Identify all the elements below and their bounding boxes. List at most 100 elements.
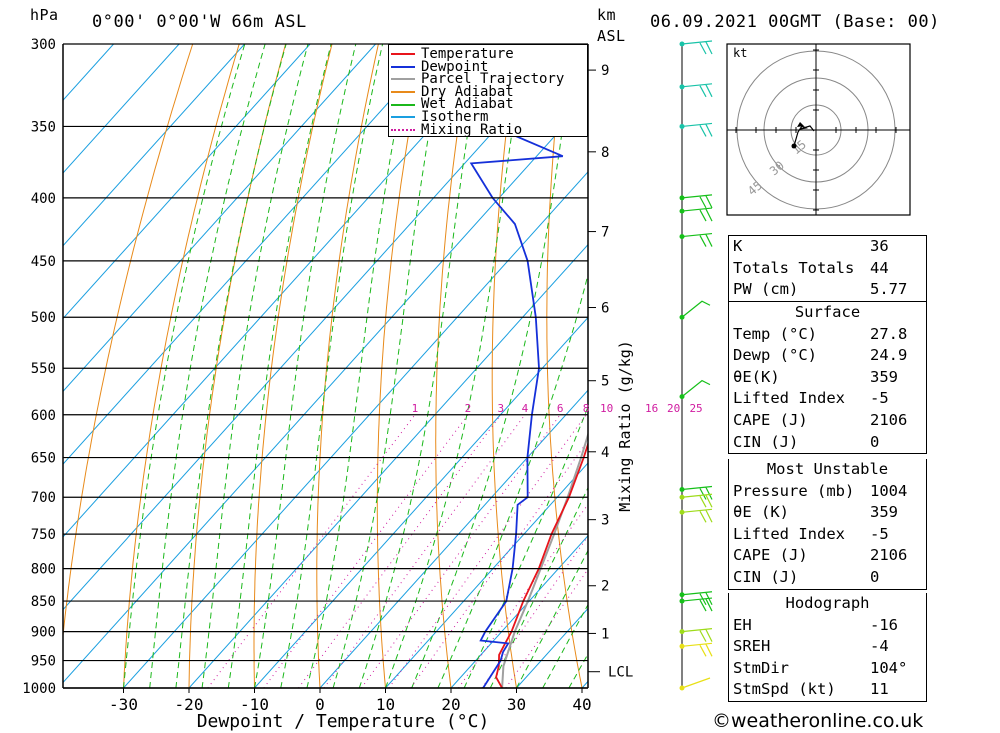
x-tick-label: 20 (441, 695, 460, 714)
wind-barb-staff (681, 508, 713, 523)
row-value: -4 (870, 637, 889, 656)
table-row: EH -16 (729, 615, 926, 637)
hodograph-surface-dot (791, 143, 797, 149)
table-row: CAPE (J) 2106 (729, 410, 926, 432)
mixing-ratio-label: 16 (645, 402, 658, 415)
wind-barb-staff (681, 300, 711, 318)
row-value: 359 (870, 367, 898, 386)
wind-barb-staff (681, 642, 713, 657)
legend-swatch (391, 65, 415, 68)
wind-barb (679, 677, 711, 691)
legend-label: Dewpoint (421, 58, 489, 75)
isotherm-line (63, 44, 114, 101)
table-section-title: Most Unstable (766, 460, 889, 478)
row-label: Pressure (mb) (733, 481, 855, 500)
hodograph-stats-table: Hodograph EH -16 SREH -4 StmDir 104° StmSpd (kt… (728, 593, 927, 702)
km-tick-label: 6 (601, 301, 609, 317)
dry-adiabat-line (982, 44, 1000, 688)
legend-label: Parcel Trajectory (421, 71, 565, 88)
row-label: Totals Totals (733, 258, 855, 277)
legend-swatch (391, 53, 415, 56)
table-row: PW (cm) 5.77 (729, 279, 926, 301)
legend-swatch (391, 91, 415, 94)
km-tick-label: 4 (601, 445, 609, 461)
legend-label: Dry Adiabat (421, 83, 514, 100)
wind-barb-staff (681, 485, 713, 500)
legend-item: Dry Adiabat (389, 83, 587, 100)
row-value: -5 (870, 389, 889, 408)
row-label: SREH (733, 637, 771, 656)
mixing-ratio-line (410, 439, 588, 688)
mixing-ratio-line (323, 414, 526, 688)
pressure-tick-label: 1000 (22, 681, 56, 697)
legend-item: Parcel Trajectory (389, 71, 587, 88)
row-label: θE(K) (733, 367, 780, 386)
x-tick-label: 0 (315, 695, 325, 714)
wind-barb (679, 232, 713, 247)
legend-label: Temperature (421, 46, 514, 62)
wind-barb (679, 40, 713, 55)
wind-barb (679, 485, 713, 500)
lcl-label: LCL (608, 665, 633, 681)
legend-swatch (391, 116, 415, 119)
legend-item: Temperature (389, 46, 587, 62)
row-value: 1004 (870, 481, 908, 500)
legend-label: Mixing Ratio (421, 121, 523, 138)
x-tick-label: 40 (572, 695, 591, 714)
wind-barb (679, 493, 713, 508)
wet-adiabat-line (227, 44, 332, 688)
table-row: Totals Totals 44 (729, 258, 926, 280)
isotherm-line (63, 44, 442, 465)
surface-table: Surface Temp (°C) 27.8 Dewp (°C) 24.9 θE(K) 35… (728, 302, 927, 455)
chart-legend: Temperature Dewpoint Parcel Trajectory Dry … (388, 44, 588, 137)
table-row: θE(K) 359 (729, 367, 926, 389)
wet-adiabat-line (489, 486, 588, 688)
indices-table: K 36 Totals Totals 44 PW (cm) 5.77 (728, 235, 927, 302)
row-label: CIN (J) (733, 432, 799, 451)
mixing-ratio-axis-label: Mixing Ratio (g/kg) (616, 340, 634, 512)
isotherm-line (450, 535, 588, 688)
row-label: Lifted Index (733, 389, 845, 408)
km-tick-label: 1 (601, 626, 609, 642)
pressure-tick-label: 950 (31, 654, 56, 670)
isotherm-line (63, 44, 245, 247)
table-row: K 36 (729, 236, 926, 258)
dry-adiabat-line (435, 44, 472, 688)
mixing-ratio-label: 20 (667, 402, 680, 415)
table-row: CIN (J) 0 (729, 567, 926, 589)
wind-barb-staff (681, 379, 711, 398)
row-label: CAPE (J) (733, 410, 808, 429)
isotherm-line (254, 316, 588, 688)
table-row: Dewp (°C) 24.9 (729, 345, 926, 367)
row-label: PW (cm) (733, 280, 799, 299)
wind-barb-dot (679, 123, 685, 129)
legend-item: Wet Adiabat (389, 98, 587, 111)
x-tick-label: 30 (507, 695, 526, 714)
isotherm-line (63, 44, 180, 174)
pressure-tick-label: 800 (31, 562, 56, 578)
row-value: 24.9 (870, 346, 908, 365)
row-value: 36 (870, 237, 889, 255)
x-axis-label: Dewpoint / Temperature (°C) (197, 711, 490, 732)
hodograph-storm-marker (797, 122, 804, 127)
dry-adiabat-line (253, 44, 333, 688)
dry-adiabat-line (491, 44, 519, 688)
wind-barb (679, 300, 711, 320)
row-value: 5.77 (870, 280, 908, 299)
table-row: StmDir 104° (729, 658, 926, 680)
legend-item: Isotherm (389, 110, 587, 124)
mixing-ratio-line (388, 414, 587, 688)
wind-barb-staff (681, 493, 713, 508)
km-tick-label: 3 (601, 513, 609, 529)
pressure-tick-label: 600 (31, 408, 56, 424)
wind-barb-staff (681, 40, 713, 55)
pressure-tick-label: 500 (31, 310, 56, 326)
isotherm-line (188, 243, 588, 688)
table-row: Pressure (mb) 1004 (729, 481, 926, 503)
wind-barb-staff (681, 194, 713, 209)
row-label: CAPE (J) (733, 546, 808, 565)
dry-adiabat-line (546, 44, 583, 688)
row-label: Lifted Index (733, 524, 845, 543)
wind-barb (679, 122, 713, 137)
